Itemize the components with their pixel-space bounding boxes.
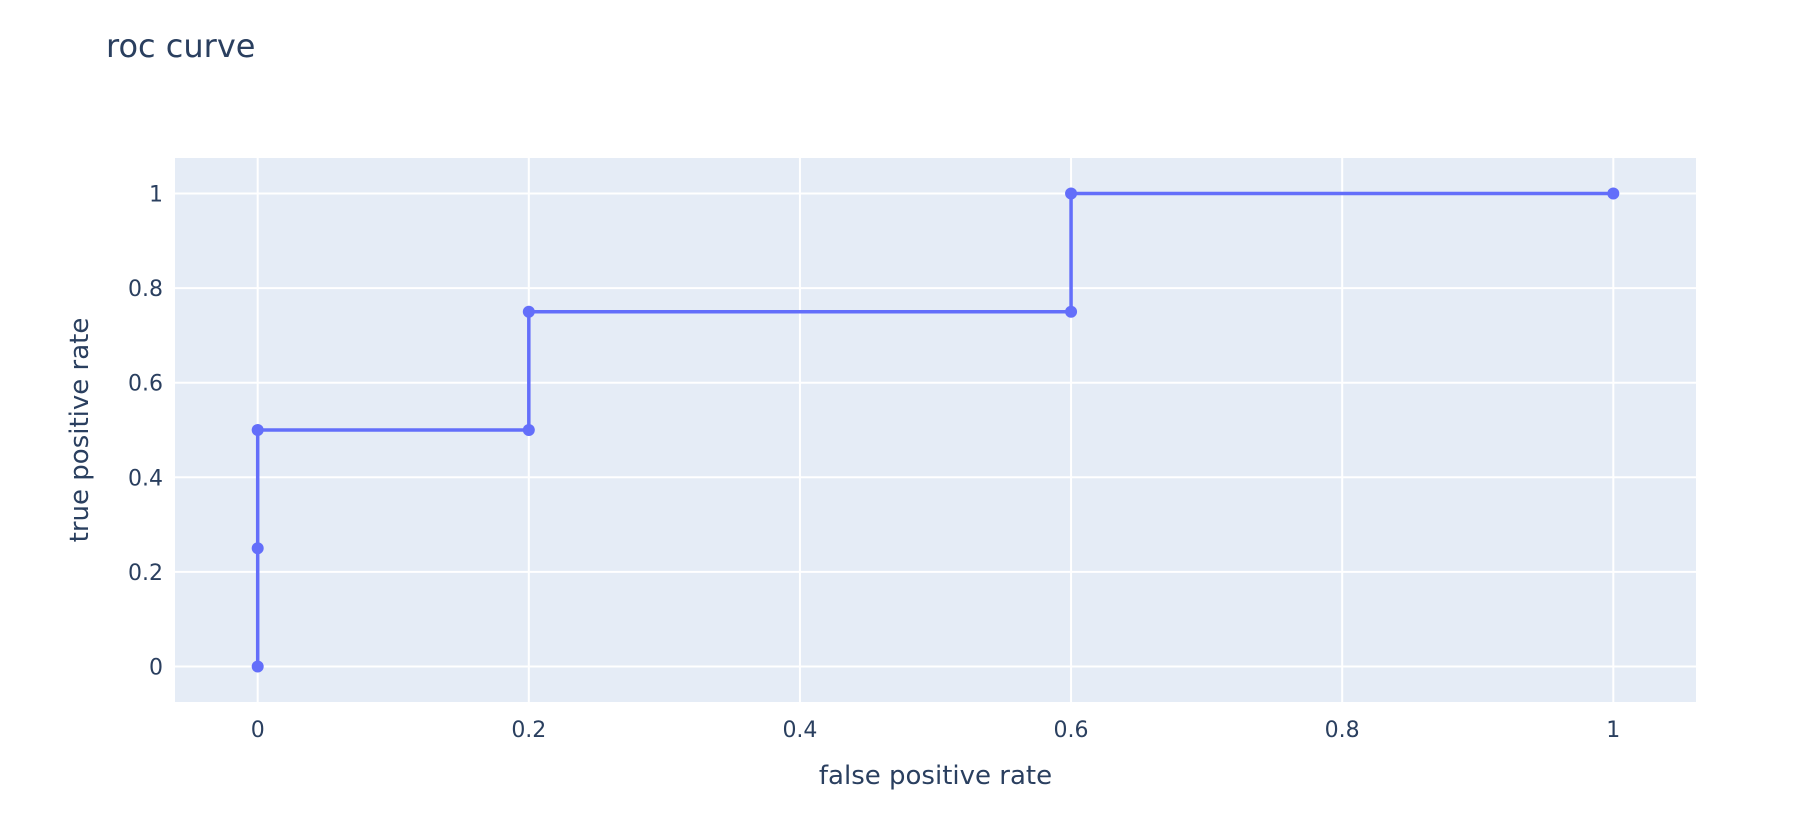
x-tick-label: 1 (1606, 718, 1620, 743)
x-tick-label: 0 (251, 718, 265, 743)
roc-point (251, 542, 264, 555)
roc-point (1607, 187, 1620, 200)
y-tick-label: 0.4 (128, 466, 163, 491)
roc-point (251, 660, 264, 673)
y-tick-label: 0.8 (128, 277, 163, 302)
grid-lines (175, 158, 1696, 702)
roc-line (255, 191, 1614, 667)
tick-labels: 0 0.2 0.4 0.6 0.8 1 0 0.2 0.4 0.6 0.8 1 (128, 182, 1620, 743)
x-tick-label: 0.6 (1054, 718, 1089, 743)
y-tick-label: 0.6 (128, 372, 163, 397)
x-axis-label: false positive rate (819, 761, 1052, 791)
x-tick-label: 0.2 (511, 718, 546, 743)
series-layer (251, 187, 1620, 673)
roc-point (522, 305, 535, 318)
y-axis-label: true positive rate (65, 318, 95, 543)
roc-point (251, 424, 264, 436)
x-tick-label: 0.8 (1325, 718, 1360, 743)
chart-title: roc curve (106, 27, 255, 65)
y-tick-label: 0.2 (128, 561, 163, 586)
roc-point (1065, 305, 1078, 318)
y-tick-label: 0 (149, 656, 163, 681)
roc-point (1065, 187, 1078, 200)
y-tick-label: 1 (149, 182, 163, 207)
x-tick-label: 0.4 (782, 718, 817, 743)
roc-point (522, 424, 535, 436)
